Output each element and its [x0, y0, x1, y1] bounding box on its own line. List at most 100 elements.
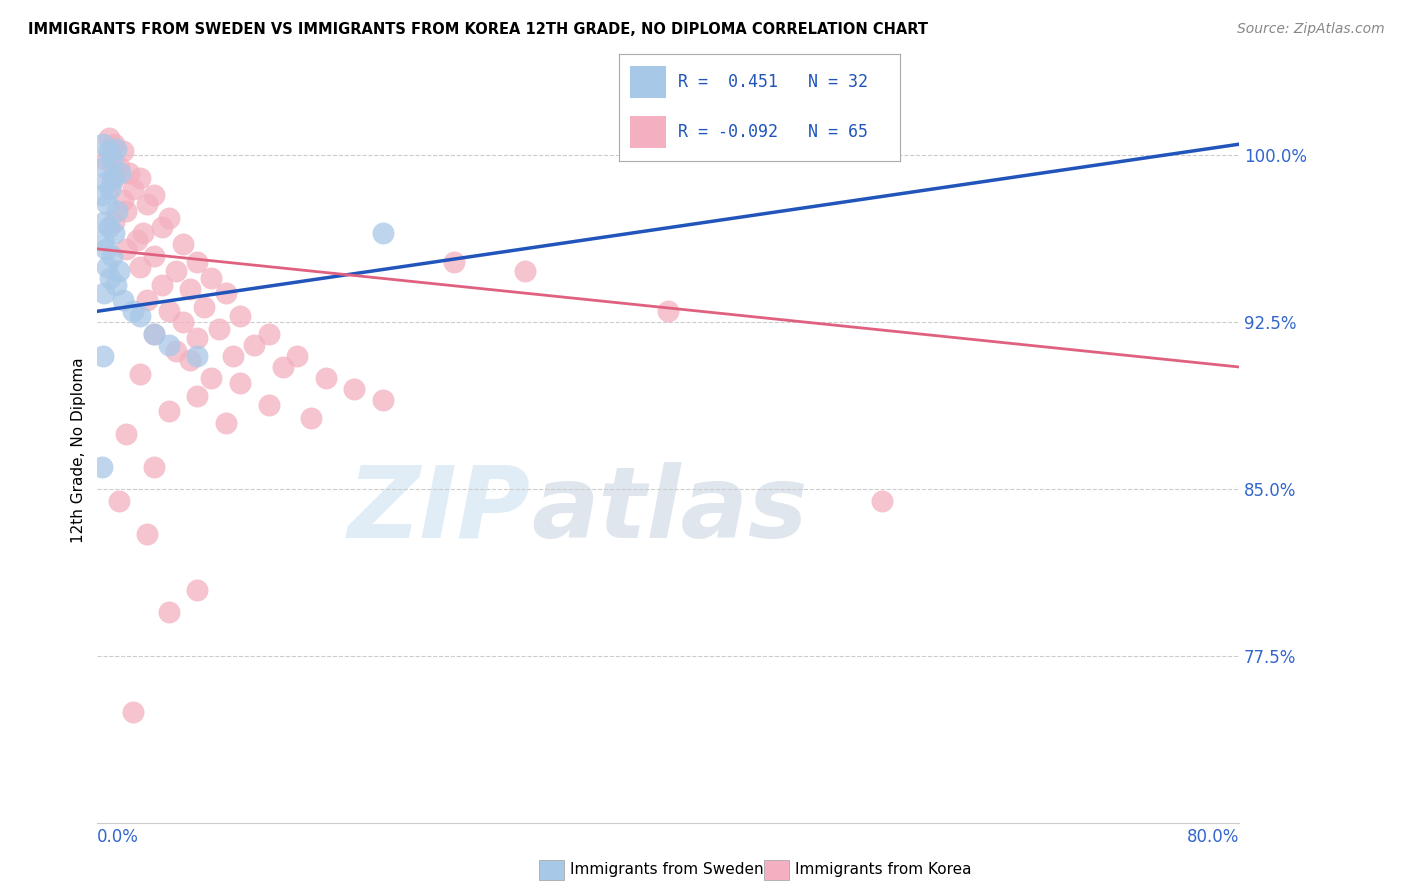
Point	[257, 398, 280, 412]
Point	[157, 337, 180, 351]
Text: IMMIGRANTS FROM SWEDEN VS IMMIGRANTS FROM KOREA 12TH GRADE, NO DIPLOMA CORRELATI: IMMIGRANTS FROM SWEDEN VS IMMIGRANTS FRO…	[28, 22, 928, 37]
Text: Immigrants from Sweden: Immigrants from Sweden	[569, 863, 763, 878]
Point	[101, 170, 124, 185]
Point	[870, 493, 893, 508]
Point	[129, 260, 152, 274]
Point	[186, 255, 208, 269]
Point	[112, 144, 135, 158]
Point	[105, 204, 128, 219]
Point	[118, 166, 141, 180]
Text: R = -0.092   N = 65: R = -0.092 N = 65	[678, 123, 868, 141]
Point	[136, 197, 159, 211]
Point	[122, 304, 145, 318]
Point	[371, 393, 394, 408]
Point	[165, 264, 187, 278]
Text: 0.0%: 0.0%	[97, 828, 139, 846]
Point	[112, 293, 135, 307]
Point	[193, 300, 215, 314]
Point	[91, 233, 114, 247]
Point	[129, 309, 152, 323]
Point	[229, 309, 252, 323]
Point	[97, 144, 120, 158]
Point	[143, 249, 166, 263]
Text: R =  0.451   N = 32: R = 0.451 N = 32	[678, 73, 868, 91]
Point	[104, 142, 127, 156]
Point	[93, 160, 115, 174]
Point	[98, 182, 121, 196]
Text: ZIP: ZIP	[349, 462, 531, 558]
Point	[108, 166, 131, 180]
Point	[186, 582, 208, 597]
Point	[97, 130, 120, 145]
Point	[115, 426, 138, 441]
Point	[172, 315, 194, 329]
Point	[96, 197, 118, 211]
Point	[94, 153, 117, 167]
Point	[107, 160, 129, 174]
Point	[186, 349, 208, 363]
Text: Immigrants from Korea: Immigrants from Korea	[794, 863, 972, 878]
Point	[179, 353, 201, 368]
Point	[107, 264, 129, 278]
Point	[122, 705, 145, 719]
Point	[143, 326, 166, 341]
Point	[215, 416, 238, 430]
Point	[107, 493, 129, 508]
Point	[207, 322, 229, 336]
Point	[200, 371, 222, 385]
Point	[103, 215, 125, 229]
Point	[257, 326, 280, 341]
Point	[157, 605, 180, 619]
Point	[90, 188, 112, 202]
Point	[143, 188, 166, 202]
Point	[299, 411, 322, 425]
Point	[100, 249, 122, 263]
Point	[186, 389, 208, 403]
Point	[93, 215, 115, 229]
Point	[90, 460, 112, 475]
Point	[222, 349, 245, 363]
Point	[97, 219, 120, 234]
Point	[229, 376, 252, 390]
Bar	[630, 66, 666, 98]
Bar	[630, 116, 666, 148]
Point	[371, 227, 394, 241]
Point	[657, 304, 679, 318]
Point	[143, 460, 166, 475]
Point	[186, 331, 208, 345]
Point	[215, 286, 238, 301]
Text: Source: ZipAtlas.com: Source: ZipAtlas.com	[1237, 22, 1385, 37]
Point	[315, 371, 337, 385]
Point	[165, 344, 187, 359]
Text: 80.0%: 80.0%	[1187, 828, 1239, 846]
Point	[94, 175, 117, 189]
Point	[271, 359, 294, 374]
Y-axis label: 12th Grade, No Diploma: 12th Grade, No Diploma	[72, 358, 86, 543]
Point	[100, 153, 122, 167]
Point	[200, 271, 222, 285]
Text: atlas: atlas	[531, 462, 807, 558]
Point	[103, 227, 125, 241]
Point	[172, 237, 194, 252]
Point	[100, 175, 122, 189]
Point	[104, 277, 127, 292]
Point	[157, 404, 180, 418]
Point	[115, 242, 138, 256]
Point	[143, 326, 166, 341]
Point	[112, 193, 135, 207]
Point	[243, 337, 266, 351]
Point	[122, 182, 145, 196]
Point	[96, 260, 118, 274]
Point	[91, 349, 114, 363]
Point	[443, 255, 465, 269]
Point	[132, 227, 155, 241]
Point	[98, 271, 121, 285]
Point	[157, 211, 180, 225]
Point	[93, 286, 115, 301]
Point	[127, 233, 149, 247]
Point	[157, 304, 180, 318]
Point	[285, 349, 308, 363]
Point	[136, 527, 159, 541]
Point	[91, 137, 114, 152]
Point	[179, 282, 201, 296]
